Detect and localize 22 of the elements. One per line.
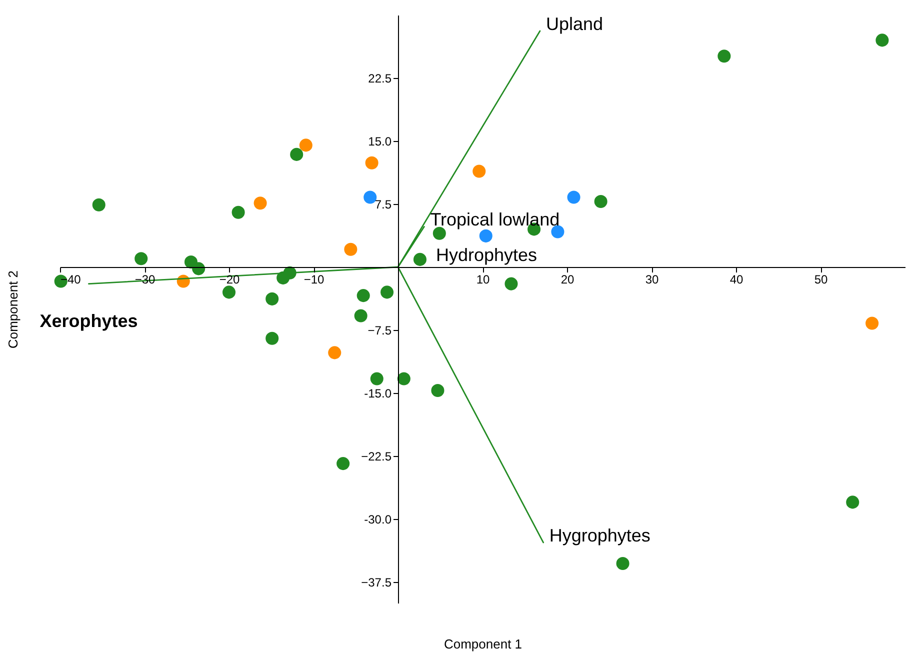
annotation: Hydrophytes (436, 245, 538, 265)
x-axis-title: Component 1 (444, 636, 522, 652)
y-tick-label: −7.5 (368, 324, 392, 338)
y-axis-title: Component 2 (6, 270, 20, 349)
series-label: Xerophytes (40, 310, 138, 331)
x-tick-label: −20 (219, 272, 240, 286)
x-tick-label: 20 (560, 272, 574, 286)
series-label: Upland (546, 14, 604, 34)
y-tick-label: -15.0 (364, 386, 392, 400)
y-tick-label: −22.5 (361, 450, 392, 464)
y-tick-label: −37.5 (361, 576, 392, 590)
x-tick-label: 10 (476, 272, 490, 286)
series-label: Hygrophytes (549, 526, 650, 546)
y-tick-label: -30.0 (364, 512, 392, 526)
y-tick-label: 15.0 (368, 134, 392, 148)
y-tick-label: 7.5 (374, 198, 392, 212)
x-tick-label: −10 (304, 272, 324, 286)
series-label: Tropical lowland (430, 210, 560, 230)
x-tick-label: 30 (645, 272, 659, 286)
y-tick-label: 22.5 (368, 72, 392, 86)
x-tick-label: 40 (730, 272, 744, 286)
x-tick-label: 50 (814, 272, 828, 286)
